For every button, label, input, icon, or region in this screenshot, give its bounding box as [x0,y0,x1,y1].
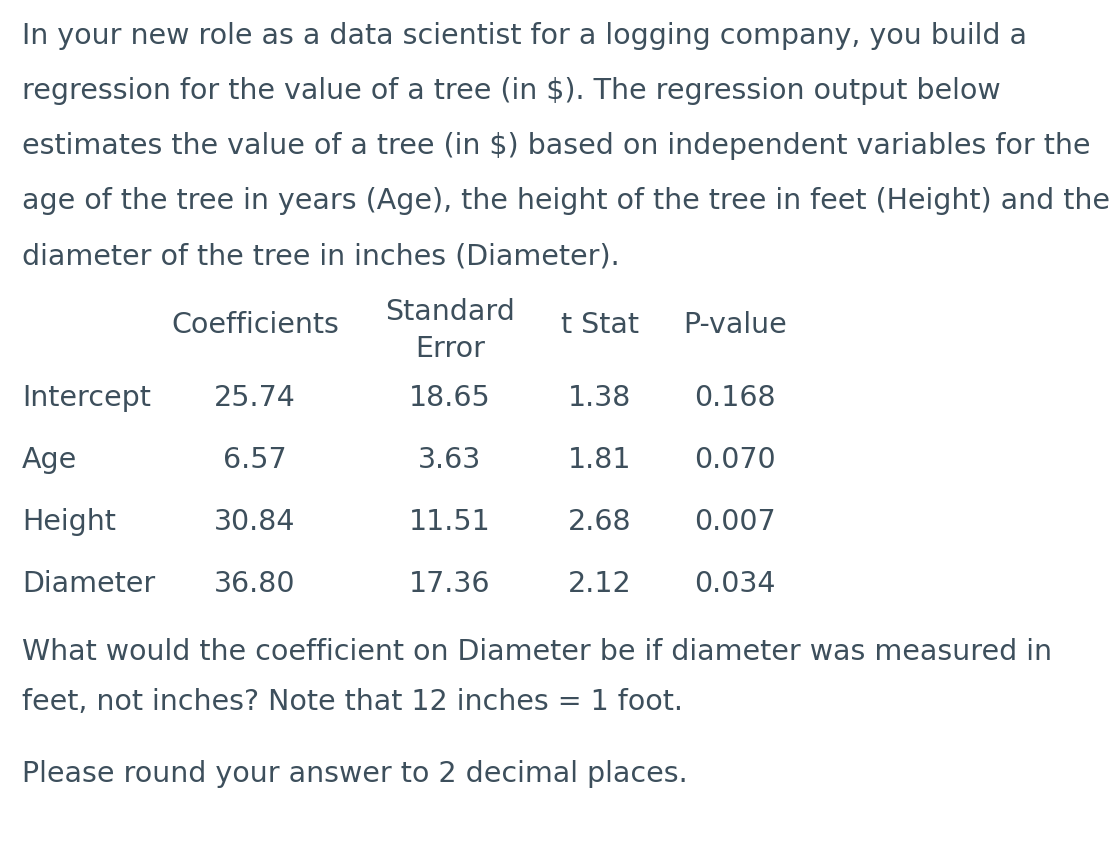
Text: 1.81: 1.81 [568,446,632,474]
Text: 25.74: 25.74 [214,384,296,412]
Text: Please round your answer to 2 decimal places.: Please round your answer to 2 decimal pl… [22,760,688,788]
Text: What would the coefficient on Diameter be if diameter was measured in: What would the coefficient on Diameter b… [22,638,1052,666]
Text: 3.63: 3.63 [418,446,482,474]
Text: age of the tree in years (Age), the height of the tree in feet (Height) and the: age of the tree in years (Age), the heig… [22,187,1110,215]
Text: 36.80: 36.80 [214,570,295,598]
Text: regression for the value of a tree (in $). The regression output below: regression for the value of a tree (in $… [22,77,1000,105]
Text: 11.51: 11.51 [410,508,491,536]
Text: Age: Age [22,446,78,474]
Text: P-value: P-value [683,311,787,338]
Text: Height: Height [22,508,115,536]
Text: feet, not inches? Note that 12 inches = 1 foot.: feet, not inches? Note that 12 inches = … [22,688,683,716]
Text: 2.12: 2.12 [568,570,632,598]
Text: Standard: Standard [385,298,515,326]
Text: Diameter: Diameter [22,570,155,598]
Text: 6.57: 6.57 [223,446,286,474]
Text: Coefficients: Coefficients [171,311,339,338]
Text: 18.65: 18.65 [410,384,491,412]
Text: 30.84: 30.84 [214,508,295,536]
Text: 0.168: 0.168 [694,384,776,412]
Text: 17.36: 17.36 [410,570,491,598]
Text: Intercept: Intercept [22,384,151,412]
Text: Error: Error [415,335,485,363]
Text: 1.38: 1.38 [568,384,632,412]
Text: 0.007: 0.007 [694,508,776,536]
Text: t Stat: t Stat [561,311,639,338]
Text: estimates the value of a tree (in $) based on independent variables for the: estimates the value of a tree (in $) bas… [22,132,1090,160]
Text: 0.070: 0.070 [694,446,776,474]
Text: In your new role as a data scientist for a logging company, you build a: In your new role as a data scientist for… [22,22,1027,50]
Text: 0.034: 0.034 [694,570,776,598]
Text: diameter of the tree in inches (Diameter).: diameter of the tree in inches (Diameter… [22,242,619,270]
Text: 2.68: 2.68 [568,508,632,536]
